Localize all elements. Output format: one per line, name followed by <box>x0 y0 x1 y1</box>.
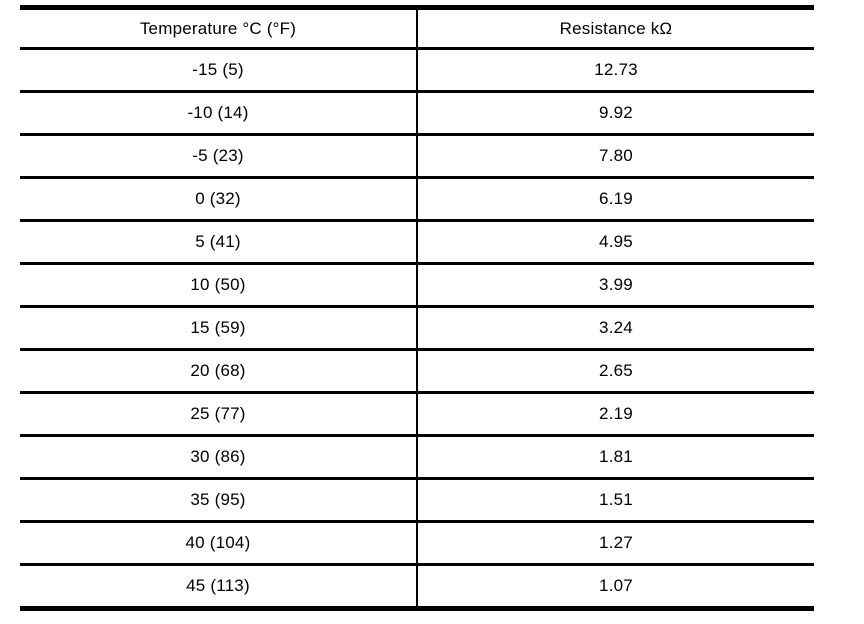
table-row: -5 (23) 7.80 <box>20 134 814 179</box>
temperature-cell: 5 (41) <box>20 220 418 265</box>
table-body: -15 (5) 12.73 -10 (14) 9.92 -5 (23) 7.80 0 (32… <box>20 48 814 610</box>
table-row: 10 (50) 3.99 <box>20 263 814 308</box>
resistance-cell: 1.81 <box>417 435 814 480</box>
temperature-cell: 30 (86) <box>20 435 418 480</box>
table-row: Temperature °C (°F) Resistance kΩ <box>20 7 814 50</box>
table-row: 20 (68) 2.65 <box>20 349 814 394</box>
resistance-cell: 6.19 <box>417 177 814 222</box>
temperature-cell: 35 (95) <box>20 478 418 523</box>
temperature-cell: 25 (77) <box>20 392 418 437</box>
col-header-temperature: Temperature °C (°F) <box>20 7 418 50</box>
resistance-cell: 7.80 <box>417 134 814 179</box>
temperature-cell: 40 (104) <box>20 521 418 566</box>
table-header-row: Temperature °C (°F) Resistance kΩ <box>20 7 814 50</box>
table-row: 35 (95) 1.51 <box>20 478 814 523</box>
temperature-resistance-table: Temperature °C (°F) Resistance kΩ -15 (5… <box>20 5 814 611</box>
temperature-cell: 15 (59) <box>20 306 418 351</box>
resistance-cell: 9.92 <box>417 91 814 136</box>
resistance-cell: 1.27 <box>417 521 814 566</box>
temperature-cell: 10 (50) <box>20 263 418 308</box>
table-row: 25 (77) 2.19 <box>20 392 814 437</box>
resistance-cell: 3.99 <box>417 263 814 308</box>
table-row: -10 (14) 9.92 <box>20 91 814 136</box>
temperature-cell: 20 (68) <box>20 349 418 394</box>
table-row: 30 (86) 1.81 <box>20 435 814 480</box>
resistance-cell: 2.19 <box>417 392 814 437</box>
temperature-cell: 45 (113) <box>20 564 418 610</box>
temperature-cell: -15 (5) <box>20 48 418 93</box>
resistance-cell: 12.73 <box>417 48 814 93</box>
temperature-cell: -5 (23) <box>20 134 418 179</box>
col-header-resistance: Resistance kΩ <box>417 7 814 50</box>
resistance-cell: 4.95 <box>417 220 814 265</box>
temperature-resistance-table-container: Temperature °C (°F) Resistance kΩ -15 (5… <box>20 5 814 611</box>
table-row: 15 (59) 3.24 <box>20 306 814 351</box>
resistance-cell: 3.24 <box>417 306 814 351</box>
table-row: 40 (104) 1.27 <box>20 521 814 566</box>
resistance-cell: 1.07 <box>417 564 814 610</box>
temperature-cell: 0 (32) <box>20 177 418 222</box>
resistance-cell: 1.51 <box>417 478 814 523</box>
table-row: 45 (113) 1.07 <box>20 564 814 610</box>
table-row: 0 (32) 6.19 <box>20 177 814 222</box>
table-row: 5 (41) 4.95 <box>20 220 814 265</box>
resistance-cell: 2.65 <box>417 349 814 394</box>
table-row: -15 (5) 12.73 <box>20 48 814 93</box>
temperature-cell: -10 (14) <box>20 91 418 136</box>
